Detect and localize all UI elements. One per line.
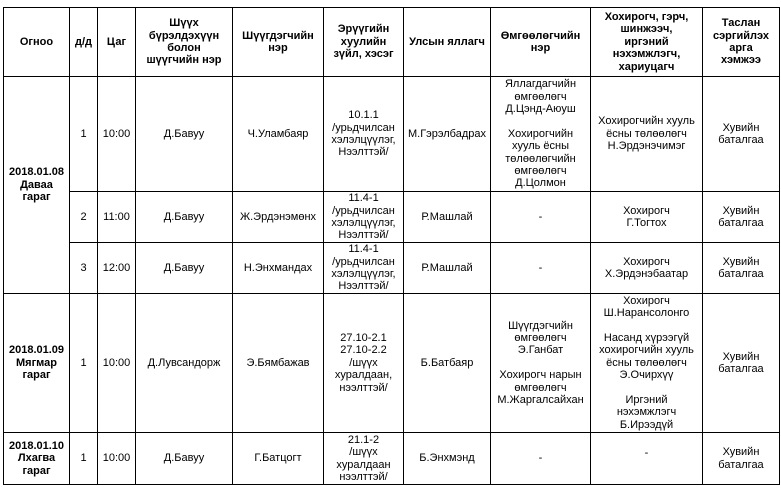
judge-cell: Д.Лувсандорж: [135, 293, 233, 433]
header-date: Огноо: [3, 7, 70, 77]
time-cell: 10:00: [97, 76, 136, 192]
measure-cell: Хувийн баталгаа: [702, 242, 780, 294]
date-cell: 2018.01.10 Лхагва гараг: [3, 432, 70, 485]
measure-cell: Хувийн баталгаа: [702, 76, 780, 192]
lawyer-cell: -: [490, 191, 591, 243]
lawyer-cell: -: [490, 432, 591, 485]
measure-cell: Хувийн баталгаа: [702, 191, 780, 243]
header-measure: Таслан сэргийлэх арга хэмжээ: [702, 7, 780, 77]
article-cell: 21.1-2 /шүүх хуралдаан нээлттэй/: [323, 432, 404, 485]
table-row: 2 11:00 Д.Бавуу Ж.Эрдэнэмөнх 11.4-1 /урьдчил…: [4, 191, 780, 243]
defendant-cell: Ж.Эрдэнэмөнх: [232, 191, 324, 243]
header-prosecutor: Улсын яллагч: [403, 7, 491, 77]
header-parties: Хохирогч, гэрч, шинжээч, иргэний нэхэмжл…: [590, 7, 703, 77]
no-cell: 2: [69, 191, 98, 243]
lawyer-cell: Шүүгдэгчийн өмгөөлөгч Э.Ганбат Хохирогч …: [490, 293, 591, 433]
header-judge: Шүүх бүрэлдэхүүн болон шүүгчийн нэр: [135, 7, 233, 77]
judge-cell: Д.Бавуу: [135, 432, 233, 485]
date-cell: 2018.01.09 Мягмар гараг: [3, 293, 70, 433]
prosecutor-cell: М.Гэрэлбадрах: [403, 76, 491, 192]
header-number: д/д: [69, 7, 98, 77]
table-row: 2018.01.10 Лхагва гараг 1 10:00 Д.Бавуу Г.Ба…: [3, 432, 780, 485]
parties-cell: Хохирогч Ш.Нарансолонго Насанд хүрээгүй …: [590, 293, 703, 433]
article-cell: 27.10-2.1 27.10-2.2 /шүүх хуралдаан, нээ…: [323, 293, 404, 433]
court-schedule-table: Огноо д/д Цаг Шүүх бүрэлдэхүүн болон шүү…: [3, 7, 780, 485]
header-article: Эрүүгийн хуулийн зүйл, хэсэг: [323, 7, 404, 77]
judge-cell: Д.Бавуу: [135, 76, 233, 192]
judge-cell: Д.Бавуу: [135, 191, 233, 243]
prosecutor-cell: Р.Машлай: [403, 242, 491, 294]
no-cell: 3: [69, 242, 98, 294]
judge-cell: Д.Бавуу: [135, 242, 233, 294]
lawyer-cell: Яллагдагчийн өмгөөлөгч Д.Цэнд-Аюуш Хохир…: [490, 76, 591, 192]
defendant-cell: Г.Батцогт: [232, 432, 324, 485]
time-cell: 11:00: [97, 191, 136, 243]
defendant-cell: Ч.Уламбаяр: [232, 76, 324, 192]
defendant-cell: Э.Бямбажав: [232, 293, 324, 433]
article-cell: 10.1.1 /урьдчилсан хэлэлцүүлэг, Нээлттэй…: [323, 76, 404, 192]
measure-cell: Хувийн баталгаа: [702, 432, 780, 485]
article-cell: 11.4-1 /урьдчилсан хэлэлцүүлэг, Нээлттэй…: [323, 191, 404, 243]
prosecutor-cell: Б.Энхмэнд: [403, 432, 491, 485]
table-row: 2018.01.08 Даваа гараг 1 10:00 Д.Бавуу Ч.Ула…: [3, 76, 780, 294]
header-time: Цаг: [97, 7, 136, 77]
no-cell: 1: [69, 293, 98, 433]
time-cell: 10:00: [97, 432, 136, 485]
date-cell: 2018.01.08 Даваа гараг: [3, 76, 70, 294]
header-lawyer: Өмгөөлөгчийн нэр: [490, 7, 591, 77]
table-row: 3 12:00 Д.Бавуу Н.Энхмандах 11.4-1 /урьдчилс…: [4, 242, 780, 294]
time-cell: 12:00: [97, 242, 136, 294]
lawyer-cell: -: [490, 242, 591, 294]
prosecutor-cell: Р.Машлай: [403, 191, 491, 243]
parties-cell: Хохирогч Г.Тогтох: [590, 191, 703, 243]
defendant-cell: Н.Энхмандах: [232, 242, 324, 294]
header-defendant: Шүүгдэгчийн нэр: [232, 7, 324, 77]
parties-cell: Хохирогчийн хууль ёсны төлөөлөгч Н.Эрдэн…: [590, 76, 703, 192]
prosecutor-cell: Б.Батбаяр: [403, 293, 491, 433]
article-cell: 11.4-1 /урьдчилсан хэлэлцүүлэг, Нээлттэй…: [323, 242, 404, 294]
parties-cell: Хохирогч Х.Эрдэнэбаатар: [590, 242, 703, 294]
no-cell: 1: [69, 432, 98, 485]
parties-cell: -: [590, 432, 703, 485]
time-cell: 10:00: [97, 293, 136, 433]
measure-cell: Хувийн баталгаа: [702, 293, 780, 433]
table-row: 2018.01.09 Мягмар гараг 1 10:00 Д.Лувсандор…: [3, 293, 780, 433]
header-row: Огноо д/д Цаг Шүүх бүрэлдэхүүн болон шүү…: [3, 7, 780, 77]
no-cell: 1: [69, 76, 98, 192]
